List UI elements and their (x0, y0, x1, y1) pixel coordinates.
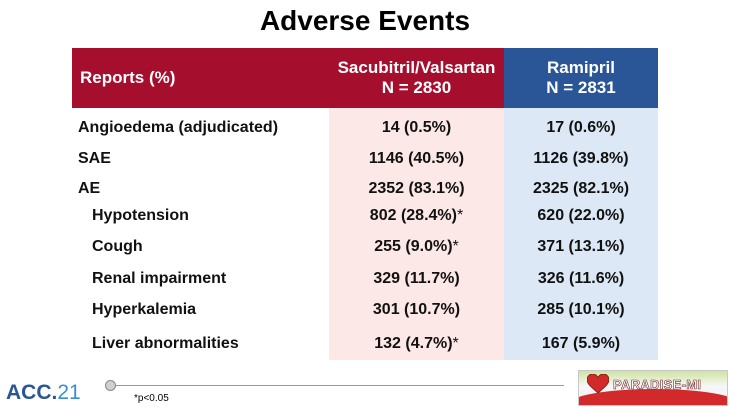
sacubitril-value: 802 (28.4%) (369, 207, 457, 224)
ramipril-header-line2: N = 2831 (546, 78, 616, 97)
table-row: Hyperkalemia 301 (10.7%) 285 (10.1%) (72, 295, 658, 325)
row-label: Hypotension (92, 207, 189, 224)
table-row: Hypotension 802 (28.4%)* 620 (22.0%) (72, 201, 658, 231)
row-label: AE (78, 180, 101, 197)
ramipril-value: 285 (10.1%) (537, 301, 625, 318)
sacubitril-value-cell: 132 (4.7%)* (329, 335, 504, 353)
sacubitril-header-line2: N = 2830 (381, 78, 452, 97)
sacubitril-header-line1: Sacubitril/Valsartan (337, 58, 496, 77)
row-label: Hyperkalemia (92, 301, 197, 318)
row-label: Cough (92, 238, 143, 255)
ramipril-value: 167 (5.9%) (541, 335, 621, 352)
footnote: *p<0.05 (134, 393, 169, 404)
table-header-left (72, 48, 504, 108)
table-row: Liver abnormalities 132 (4.7%)* 167 (5.9%) (72, 329, 658, 359)
adverse-events-table: Ramipril N = 2831 Reports (%) Sacubitril… (72, 48, 658, 360)
acc-logo-text: ACC. (6, 381, 58, 404)
sacubitril-value-cell: 14 (0.5%) (329, 119, 504, 137)
sacubitril-value: 255 (9.0%) (374, 238, 453, 255)
table-row: SAE 1146 (40.5%) 1126 (39.8%) (72, 144, 658, 174)
ramipril-value: 1126 (39.8%) (533, 150, 629, 167)
progress-knob (105, 380, 116, 391)
sacubitril-value-cell: 2352 (83.1%) (329, 180, 504, 198)
ramipril-value: 326 (11.6%) (537, 270, 625, 287)
significance-mark: * (456, 207, 464, 224)
significance-mark: * (452, 238, 459, 255)
reports-header-text: Reports (%) (80, 68, 176, 87)
table-row: AE 2352 (83.1%) 2325 (82.1%) (72, 174, 658, 204)
acc21-logo: ACC.21 (6, 381, 81, 405)
slide-title: Adverse Events (259, 5, 471, 36)
table-row: Renal impairment 329 (11.7%) 326 (11.6%) (72, 264, 658, 294)
sacubitril-value-cell: 255 (9.0%)* (329, 238, 504, 256)
ramipril-value: 17 (0.6%) (546, 119, 616, 136)
sacubitril-value-cell: 802 (28.4%)* (329, 207, 504, 225)
paradise-logo-text: PARADISE-MI (613, 377, 702, 393)
sacubitril-value: 132 (4.7%) (374, 335, 453, 352)
table-row: Cough 255 (9.0%)* 371 (13.1%) (72, 232, 658, 262)
row-label: SAE (78, 150, 111, 167)
sacubitril-value: 301 (10.7%) (372, 301, 461, 318)
sacubitril-value-cell: 301 (10.7%) (329, 301, 504, 319)
sacubitril-value: 1146 (40.5%) (368, 150, 465, 167)
table-header-ramipril: Ramipril N = 2831 (504, 48, 658, 108)
logo-swoosh (579, 389, 727, 405)
row-label: Liver abnormalities (92, 335, 239, 352)
table-header-sacubitril: Sacubitril/Valsartan N = 2830 (329, 48, 504, 108)
sacubitril-value-cell: 1146 (40.5%) (329, 150, 504, 168)
heart-icon (587, 374, 609, 394)
ramipril-value: 371 (13.1%) (537, 238, 625, 255)
row-label: Angioedema (adjudicated) (78, 119, 279, 136)
paradise-mi-logo: PARADISE-MI (578, 370, 728, 406)
ramipril-value: 620 (22.0%) (537, 207, 625, 224)
progress-track (110, 385, 564, 386)
ramipril-column-bg (504, 108, 658, 360)
ramipril-header-line1: Ramipril (546, 58, 615, 77)
sacubitril-value-cell: 329 (11.7%) (329, 270, 504, 288)
row-label: Renal impairment (92, 270, 227, 287)
sacubitril-value: 329 (11.7%) (373, 270, 460, 287)
sacubitril-value: 2352 (83.1%) (368, 180, 465, 197)
acc-logo-number: 21 (57, 381, 81, 404)
significance-mark: * (452, 335, 459, 352)
ramipril-value: 2325 (82.1%) (532, 180, 630, 197)
sacubitril-column-bg (329, 108, 504, 360)
table-row: Angioedema (adjudicated) 14 (0.5%) 17 (0.6… (72, 113, 658, 143)
sacubitril-value: 14 (0.5%) (381, 119, 452, 136)
reports-header-label: Reports (%) (80, 48, 330, 108)
